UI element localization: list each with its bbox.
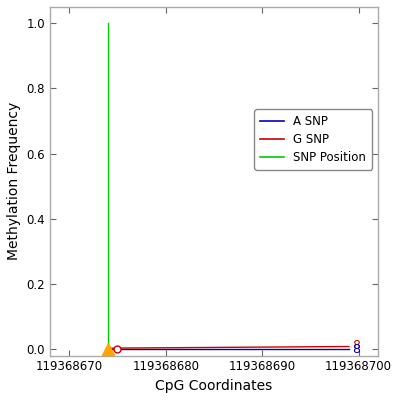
X-axis label: CpG Coordinates: CpG Coordinates xyxy=(155,379,272,393)
Legend: A SNP, G SNP, SNP Position: A SNP, G SNP, SNP Position xyxy=(254,109,372,170)
Y-axis label: Methylation Frequency: Methylation Frequency xyxy=(7,102,21,260)
Text: 8: 8 xyxy=(352,339,360,352)
Text: 8: 8 xyxy=(352,343,360,356)
